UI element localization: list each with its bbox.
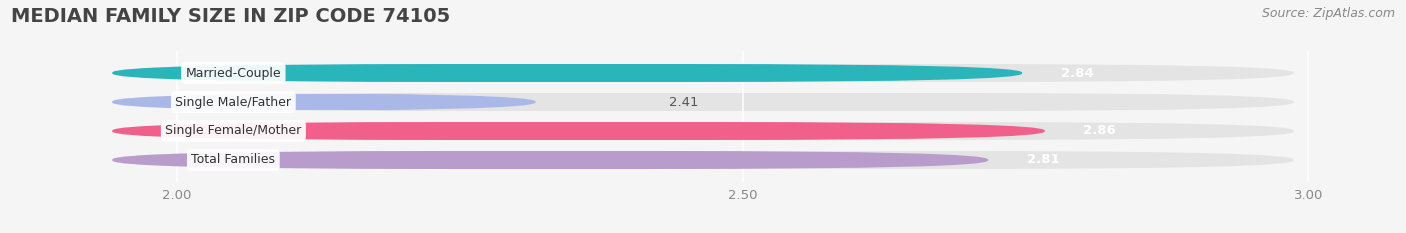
FancyBboxPatch shape xyxy=(112,64,1022,82)
FancyBboxPatch shape xyxy=(112,122,1294,140)
Text: MEDIAN FAMILY SIZE IN ZIP CODE 74105: MEDIAN FAMILY SIZE IN ZIP CODE 74105 xyxy=(11,7,450,26)
FancyBboxPatch shape xyxy=(112,64,1294,82)
FancyBboxPatch shape xyxy=(112,151,1294,169)
Text: 2.86: 2.86 xyxy=(1083,124,1116,137)
Text: Single Female/Mother: Single Female/Mother xyxy=(166,124,301,137)
FancyBboxPatch shape xyxy=(112,151,988,169)
Text: 2.81: 2.81 xyxy=(1026,154,1060,167)
Text: Married-Couple: Married-Couple xyxy=(186,66,281,79)
Text: Total Families: Total Families xyxy=(191,154,276,167)
Text: 2.41: 2.41 xyxy=(669,96,699,109)
FancyBboxPatch shape xyxy=(112,93,1294,111)
Text: Single Male/Father: Single Male/Father xyxy=(176,96,291,109)
FancyBboxPatch shape xyxy=(112,93,536,111)
Text: 2.84: 2.84 xyxy=(1060,66,1094,79)
Text: Source: ZipAtlas.com: Source: ZipAtlas.com xyxy=(1261,7,1395,20)
FancyBboxPatch shape xyxy=(112,122,1045,140)
